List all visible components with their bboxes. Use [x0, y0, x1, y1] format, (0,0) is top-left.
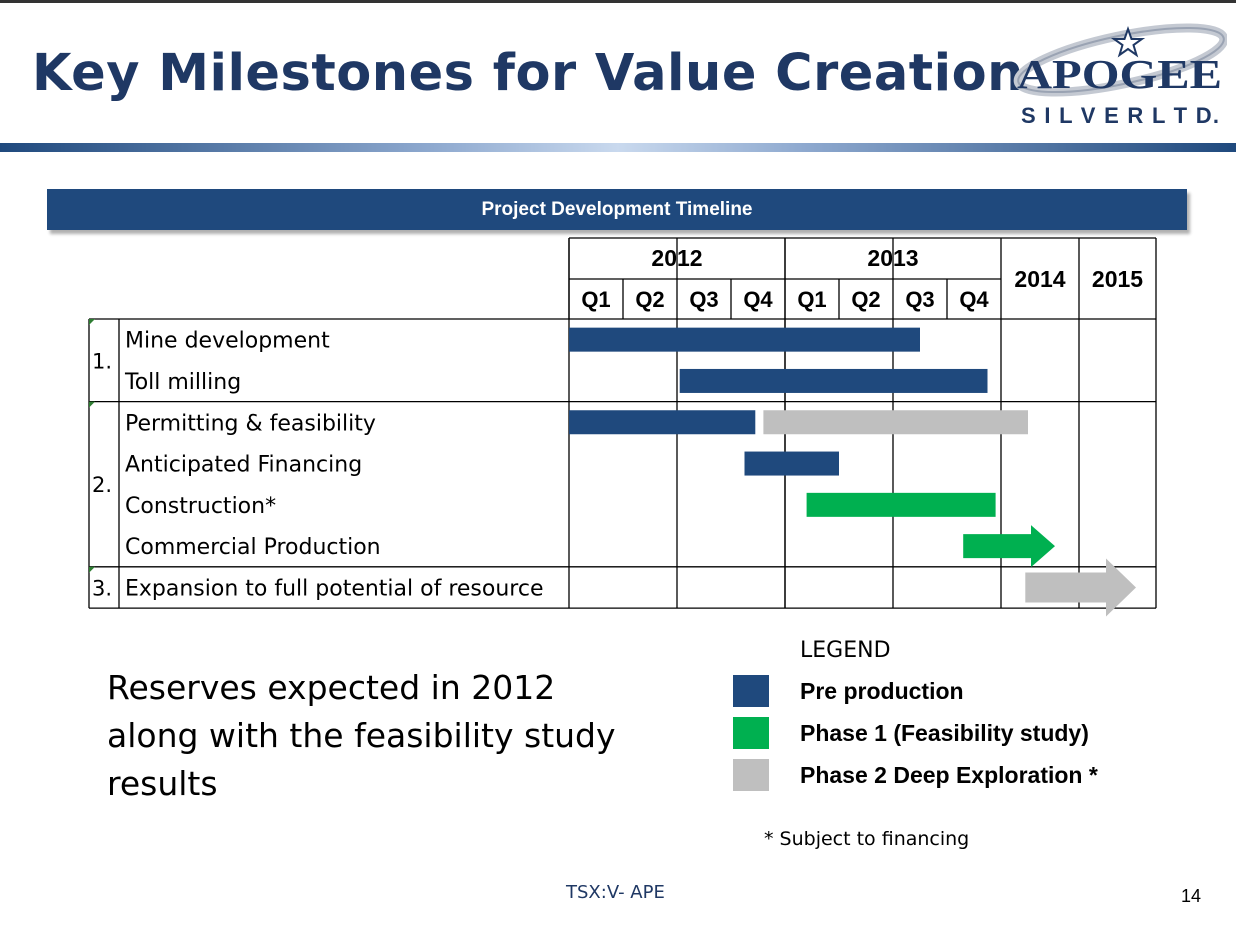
quarter-header: Q4: [959, 287, 989, 312]
logo-name: APOGEE: [1017, 51, 1222, 97]
task-label: Anticipated Financing: [125, 453, 362, 478]
cell-corner-marker: [89, 401, 95, 408]
legend-swatch-phase-1: [733, 717, 769, 749]
timeline-bar-pre: [679, 368, 988, 393]
top-border: [0, 0, 1236, 3]
company-logo: APOGEE S I L V E R L T D.: [1013, 23, 1227, 128]
task-label: Permitting & feasibility: [125, 411, 376, 436]
task-label: Construction*: [125, 494, 276, 519]
quarter-header: Q3: [689, 287, 718, 312]
quarter-header: Q2: [851, 287, 880, 312]
star-icon: [1110, 25, 1146, 58]
reserves-note: Reserves expected in 2012 along with the…: [107, 668, 616, 803]
group-number: 2.: [92, 473, 112, 497]
year-header: 2015: [1092, 266, 1143, 292]
group-number: 3.: [92, 576, 112, 600]
financing-footnote: * Subject to financing: [764, 828, 970, 850]
page-number: 14: [1181, 886, 1202, 906]
header-rule: [0, 143, 1236, 152]
timeline-bar-pre: [744, 451, 839, 476]
timeline-bar-pre: [569, 327, 920, 352]
timeline-banner: Project Development Timeline: [47, 189, 1187, 230]
legend-item-phase-2: Phase 2 Deep Exploration *: [733, 758, 1098, 792]
group-number: 1.: [92, 349, 112, 373]
timeline-bar-p1: [806, 492, 996, 517]
quarter-header: Q1: [797, 287, 826, 312]
timeline-bar-p2: [763, 410, 1028, 435]
legend-swatch-pre-production: [733, 675, 769, 707]
legend-swatch-phase-2: [733, 759, 769, 791]
ticker-symbol: TSX:V- APE: [566, 882, 665, 903]
quarter-header: Q3: [905, 287, 934, 312]
legend-title: LEGEND: [800, 638, 891, 663]
task-label: Commercial Production: [125, 535, 381, 560]
timeline-arrow-p2: [1025, 558, 1136, 617]
slide-title: Key Milestones for Value Creation: [32, 44, 1024, 103]
cell-corner-marker: [89, 319, 95, 325]
legend-label: Phase 2 Deep Exploration *: [800, 761, 1098, 788]
year-header: 2014: [1014, 266, 1065, 292]
task-label: Toll milling: [124, 370, 241, 395]
quarter-header: Q2: [635, 287, 664, 312]
task-label: Mine development: [125, 329, 330, 354]
timeline-bar-pre: [569, 410, 756, 435]
timeline-arrow-p1: [963, 525, 1055, 568]
legend-label: Phase 1 (Feasibility study): [800, 719, 1089, 746]
legend-item-phase-1: Phase 1 (Feasibility study): [733, 716, 1089, 750]
legend-label: Pre production: [800, 677, 964, 704]
quarter-header: Q4: [743, 287, 773, 312]
task-label: Expansion to full potential of resource: [125, 576, 543, 601]
logo-subtitle: S I L V E R L T D.: [1021, 103, 1219, 128]
quarter-header: Q1: [581, 287, 610, 312]
cell-corner-marker: [89, 566, 95, 573]
legend-item-pre-production: Pre production: [733, 674, 964, 708]
